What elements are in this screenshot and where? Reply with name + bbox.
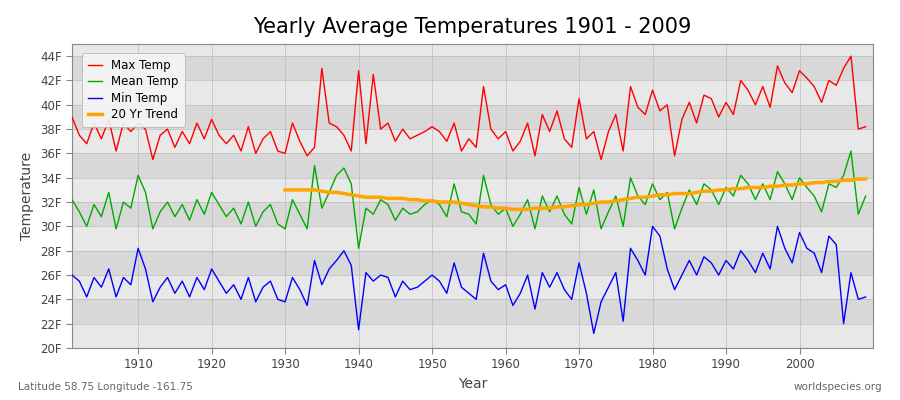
Bar xyxy=(72,299,873,324)
Bar xyxy=(72,178,873,202)
Mean Temp xyxy=(500,206,511,210)
20 Yr Trend xyxy=(802,182,813,186)
20 Yr Trend xyxy=(684,191,695,196)
Mean Temp xyxy=(846,149,857,154)
Max Temp xyxy=(860,124,871,129)
Bar xyxy=(72,56,873,80)
20 Yr Trend xyxy=(662,192,672,197)
Mean Temp xyxy=(596,226,607,231)
Mean Temp xyxy=(125,206,136,210)
Max Temp xyxy=(125,129,136,134)
Line: Mean Temp: Mean Temp xyxy=(72,151,866,248)
Min Temp xyxy=(589,331,599,336)
Min Temp xyxy=(500,282,511,287)
Min Temp xyxy=(647,224,658,229)
Bar xyxy=(72,251,873,275)
Mean Temp xyxy=(287,197,298,202)
Mean Temp xyxy=(508,224,518,229)
Text: Latitude 58.75 Longitude -161.75: Latitude 58.75 Longitude -161.75 xyxy=(18,382,193,392)
Max Temp xyxy=(596,157,607,162)
Mean Temp xyxy=(353,246,364,251)
Bar xyxy=(72,105,873,129)
Min Temp xyxy=(860,294,871,299)
Bar xyxy=(72,226,873,251)
Y-axis label: Temperature: Temperature xyxy=(21,152,34,240)
Min Temp xyxy=(125,282,136,287)
Min Temp xyxy=(67,273,77,278)
Max Temp xyxy=(67,114,77,119)
Mean Temp xyxy=(67,197,77,202)
Bar xyxy=(72,80,873,105)
20 Yr Trend xyxy=(508,207,518,212)
Line: Max Temp: Max Temp xyxy=(72,56,866,160)
Mean Temp xyxy=(331,173,342,178)
Bar xyxy=(72,129,873,154)
Line: 20 Yr Trend: 20 Yr Trend xyxy=(285,179,866,209)
Max Temp xyxy=(294,139,305,144)
Max Temp xyxy=(148,157,158,162)
Text: worldspecies.org: worldspecies.org xyxy=(794,382,882,392)
Min Temp xyxy=(331,258,342,263)
Bar xyxy=(72,154,873,178)
Max Temp xyxy=(338,133,349,138)
20 Yr Trend xyxy=(280,188,291,192)
Title: Yearly Average Temperatures 1901 - 2009: Yearly Average Temperatures 1901 - 2009 xyxy=(253,17,692,37)
20 Yr Trend xyxy=(640,195,651,200)
Mean Temp xyxy=(860,194,871,198)
Bar xyxy=(72,275,873,299)
Legend: Max Temp, Mean Temp, Min Temp, 20 Yr Trend: Max Temp, Mean Temp, Min Temp, 20 Yr Tre… xyxy=(82,53,184,127)
20 Yr Trend xyxy=(853,176,864,181)
Max Temp xyxy=(500,129,511,134)
Bar xyxy=(72,324,873,348)
X-axis label: Year: Year xyxy=(458,377,487,391)
20 Yr Trend xyxy=(860,176,871,181)
20 Yr Trend xyxy=(544,206,555,210)
Line: Min Temp: Min Temp xyxy=(72,226,866,334)
Bar xyxy=(72,202,873,226)
Max Temp xyxy=(846,54,857,58)
Min Temp xyxy=(596,299,607,304)
20 Yr Trend xyxy=(633,195,643,200)
Min Temp xyxy=(287,275,298,280)
Max Temp xyxy=(508,149,518,154)
Min Temp xyxy=(493,287,504,292)
